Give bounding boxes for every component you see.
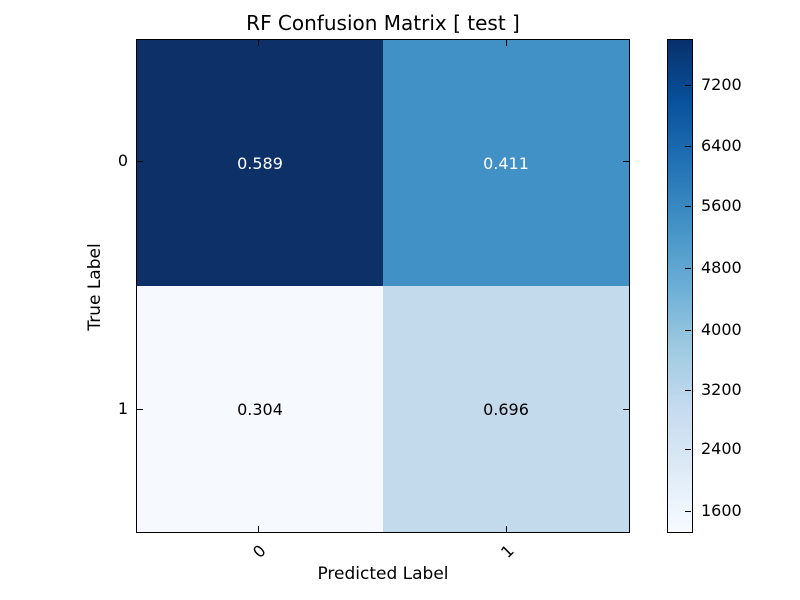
colorbar-tick-mark	[685, 390, 691, 391]
x-tick-mark	[506, 526, 507, 532]
x-tick-label-0: 0	[248, 540, 270, 562]
colorbar-tick-label: 3200	[701, 380, 742, 399]
y-tick-label-0: 0	[117, 151, 128, 170]
heatmap-cell-1-0: 0.304	[137, 286, 383, 532]
x-tick-mark-top	[506, 40, 507, 46]
y-tick-mark	[137, 409, 143, 410]
heatmap-cell-1-1: 0.696	[383, 286, 629, 532]
colorbar-tick-label: 4800	[701, 258, 742, 277]
colorbar-tick-mark	[685, 85, 691, 86]
y-tick-label-1: 1	[117, 399, 128, 418]
colorbar-tick-mark	[685, 511, 691, 512]
colorbar-tick-mark	[685, 206, 691, 207]
colorbar-tick-label: 7200	[701, 75, 742, 94]
colorbar-tick-mark	[685, 146, 691, 147]
y-tick-mark-right	[623, 161, 629, 162]
colorbar-tick-label: 4000	[701, 320, 742, 339]
x-tick-mark-top	[258, 40, 259, 46]
heatmap-cell-0-1: 0.411	[383, 40, 629, 286]
x-axis-label: Predicted Label	[317, 564, 449, 584]
x-tick-label-1: 1	[496, 540, 518, 562]
heatmap-cell-0-0: 0.589	[137, 40, 383, 286]
colorbar-tick-mark	[685, 449, 691, 450]
colorbar-tick-mark	[685, 268, 691, 269]
colorbar-gradient	[667, 39, 693, 533]
heatmap-axes: 0.589 0.411 0.304 0.696	[136, 39, 630, 533]
chart-title: RF Confusion Matrix [ test ]	[246, 11, 520, 35]
y-axis-label: True Label	[85, 243, 105, 331]
colorbar-tick-label: 1600	[701, 501, 742, 520]
y-tick-mark	[137, 161, 143, 162]
y-tick-mark-right	[623, 409, 629, 410]
colorbar-tick-mark	[685, 330, 691, 331]
colorbar-tick-label: 5600	[701, 196, 742, 215]
x-tick-mark	[258, 526, 259, 532]
colorbar-tick-label: 6400	[701, 136, 742, 155]
colorbar: 7200 6400 5600 4800 4000 3200 2400 1600	[667, 39, 742, 533]
colorbar-tick-label: 2400	[701, 439, 742, 458]
